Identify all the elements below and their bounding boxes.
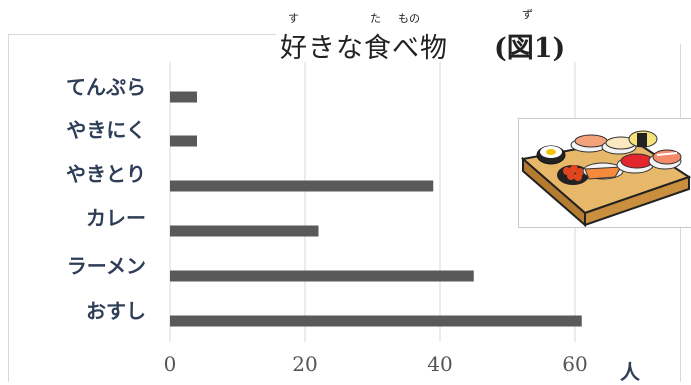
title-ruby-ta: た bbox=[370, 12, 381, 25]
title-ruby-zu: ず bbox=[522, 8, 533, 21]
bar-2 bbox=[170, 180, 434, 192]
figure-label: (図1) bbox=[494, 33, 566, 64]
title-ruby-mono: もの bbox=[398, 12, 420, 25]
chart-title: 好きな食べ物 bbox=[280, 33, 448, 64]
x-tick-label-40: 40 bbox=[427, 352, 453, 376]
unit-label: 人 bbox=[620, 360, 640, 384]
category-label-yakiniku: やきにく bbox=[66, 118, 146, 142]
frame-left-line bbox=[8, 34, 9, 382]
sushi-platter-icon bbox=[520, 130, 691, 228]
bar-3 bbox=[170, 225, 319, 237]
sushi-illustration bbox=[518, 118, 691, 228]
category-label-tempura: てんぷら bbox=[66, 75, 146, 99]
bar-1 bbox=[170, 135, 197, 147]
x-tick-label-60: 60 bbox=[562, 352, 588, 376]
x-tick-label-0: 0 bbox=[163, 352, 177, 376]
bar-4 bbox=[170, 270, 474, 282]
bar-5 bbox=[170, 315, 582, 327]
category-label-curry: カレー bbox=[86, 206, 146, 230]
category-label-sushi: おすし bbox=[86, 299, 146, 323]
title-ruby-su: す bbox=[288, 12, 299, 25]
category-label-ramen: ラーメン bbox=[66, 254, 146, 278]
category-label-yakitori: やきとり bbox=[66, 162, 146, 186]
x-tick-label-20: 20 bbox=[292, 352, 318, 376]
bar-0 bbox=[170, 91, 197, 103]
frame-top-line bbox=[8, 34, 276, 35]
